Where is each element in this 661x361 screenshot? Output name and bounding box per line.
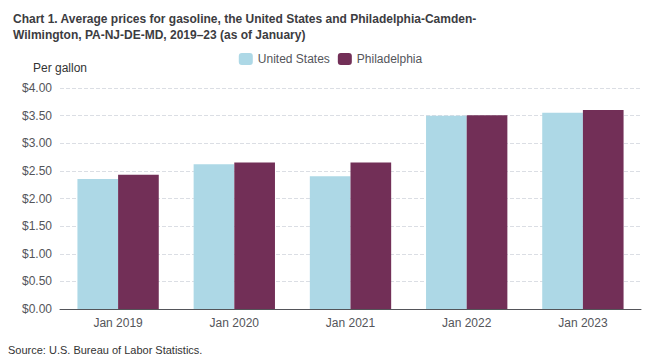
svg-text:Source: U.S. Bureau of Labor S: Source: U.S. Bureau of Labor Statistics.	[8, 344, 202, 356]
svg-text:$1.00: $1.00	[22, 247, 52, 261]
svg-text:$1.50: $1.50	[22, 219, 52, 233]
svg-text:$3.00: $3.00	[22, 136, 52, 150]
svg-text:$0.00: $0.00	[22, 302, 52, 316]
svg-text:Wilmington, PA-NJ-DE-MD, 2019–: Wilmington, PA-NJ-DE-MD, 2019–23 (as of …	[13, 28, 305, 42]
svg-text:$4.00: $4.00	[22, 81, 52, 95]
svg-text:$2.50: $2.50	[22, 164, 52, 178]
svg-text:Jan 2019: Jan 2019	[93, 316, 143, 330]
svg-text:Philadelphia: Philadelphia	[357, 52, 423, 66]
svg-text:$3.50: $3.50	[22, 109, 52, 123]
svg-text:Jan 2020: Jan 2020	[210, 316, 260, 330]
svg-text:Per gallon: Per gallon	[33, 61, 87, 75]
svg-text:Jan 2023: Jan 2023	[558, 316, 608, 330]
svg-text:United States: United States	[258, 52, 330, 66]
svg-text:Jan 2021: Jan 2021	[326, 316, 376, 330]
svg-text:Chart 1. Average prices for ga: Chart 1. Average prices for gasoline, th…	[13, 12, 476, 26]
svg-text:$0.50: $0.50	[22, 274, 52, 288]
svg-text:$2.00: $2.00	[22, 192, 52, 206]
svg-text:Jan 2022: Jan 2022	[442, 316, 492, 330]
